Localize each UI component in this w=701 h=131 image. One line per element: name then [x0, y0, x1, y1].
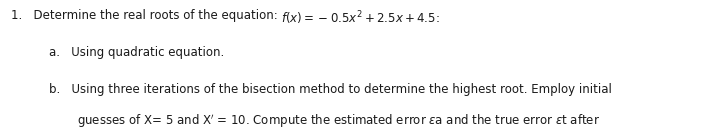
Text: guesses of X= 5 and X$^{\prime}$ = 10. Compute the estimated error $\varepsilon$: guesses of X= 5 and X$^{\prime}$ = 10. C… [77, 113, 600, 130]
Text: 1.   Determine the real roots of the equation:: 1. Determine the real roots of the equat… [11, 9, 281, 22]
Text: a.   Using quadratic equation.: a. Using quadratic equation. [49, 46, 224, 59]
Text: b.   Using three iterations of the bisection method to determine the highest roo: b. Using three iterations of the bisecti… [49, 83, 612, 95]
Text: $f(x) = -0.5x^{2} + 2.5x + 4.5$:: $f(x) = -0.5x^{2} + 2.5x + 4.5$: [281, 9, 440, 27]
